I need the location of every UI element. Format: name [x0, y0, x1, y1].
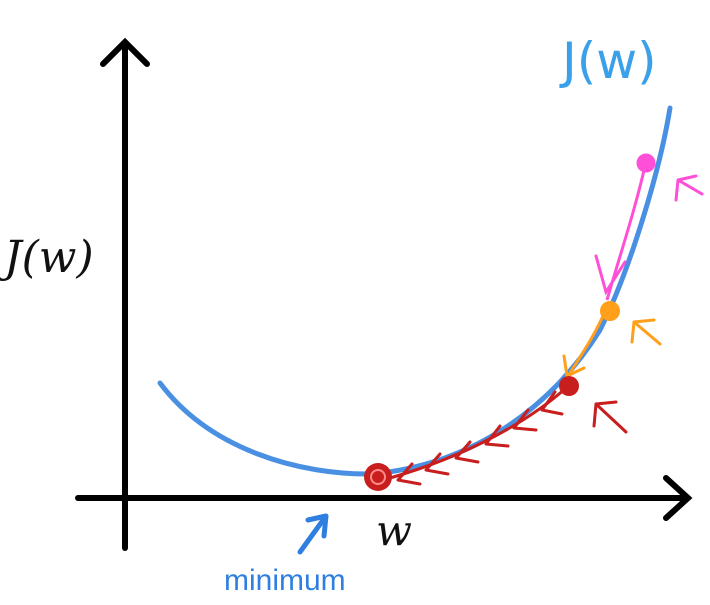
- red-step-chevrons: [396, 390, 564, 486]
- step-1: [594, 153, 704, 301]
- pink-step-arrowhead-icon: [594, 254, 627, 296]
- red-chevron-icon: [540, 390, 564, 416]
- x-axis-arrowhead-icon: [663, 475, 693, 521]
- red-chevron-icon: [424, 452, 450, 476]
- red-chevron-icon: [454, 440, 480, 464]
- orange-arrow-icon: [630, 318, 662, 346]
- red-arrow-icon: [592, 400, 628, 434]
- cost-curve: [157, 105, 673, 477]
- pink-point: [636, 153, 656, 173]
- curve-label: J(w): [559, 32, 657, 90]
- axes: [75, 37, 693, 551]
- minimum-caption: minimum: [224, 564, 346, 597]
- y-axis-label: J(w): [0, 232, 94, 283]
- blue-arrow-icon: [297, 513, 329, 555]
- orange-step-line: [566, 315, 605, 377]
- step-3: [389, 376, 628, 486]
- orange-point: [600, 301, 620, 321]
- minimum-point: [364, 463, 392, 491]
- red-chevron-icon: [396, 462, 422, 486]
- pink-arrow-icon: [674, 174, 704, 202]
- red-step-path: [389, 386, 567, 480]
- step-2: [562, 301, 662, 379]
- y-axis-arrowhead-icon: [100, 37, 150, 67]
- x-axis-label: w: [376, 506, 412, 555]
- red-chevron-icon: [484, 424, 510, 448]
- red-point: [559, 376, 579, 396]
- red-chevron-icon: [512, 408, 538, 432]
- orange-step-arrowhead-icon: [562, 354, 586, 379]
